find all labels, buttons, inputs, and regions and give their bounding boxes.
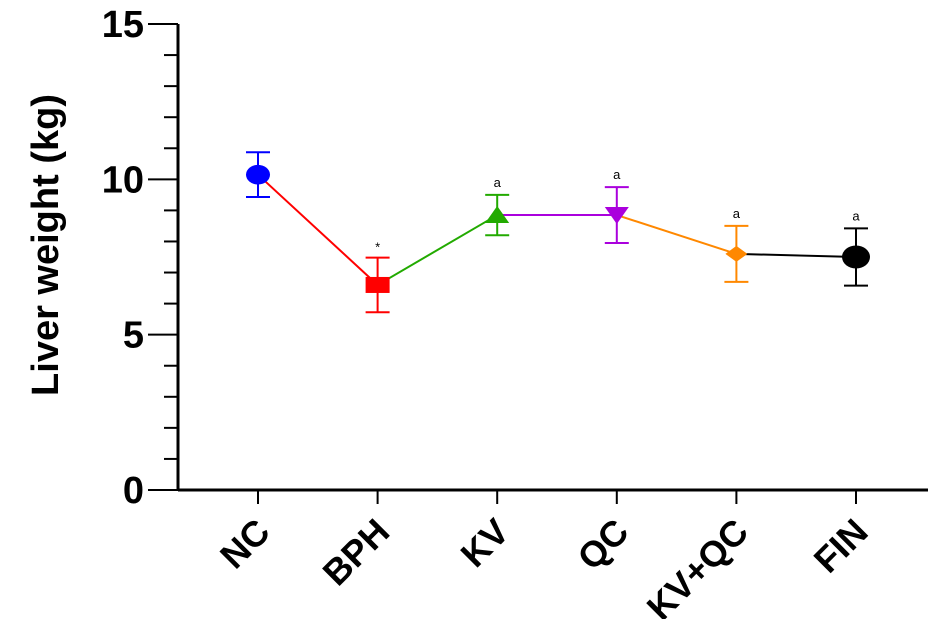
series-segment	[736, 252, 857, 258]
x-tick-label: KV	[452, 511, 516, 575]
x-tick-label: QC	[569, 511, 636, 578]
y-tick-label: 15	[102, 4, 144, 46]
significance-label: a	[852, 208, 860, 223]
y-axis: 0 5 10 15	[102, 4, 180, 512]
y-tick-label: 5	[123, 315, 144, 357]
significance-label: a	[494, 175, 502, 190]
significance-label: a	[733, 206, 741, 221]
significance-label: *	[375, 240, 380, 255]
data-point	[365, 276, 390, 293]
data-point	[485, 206, 510, 224]
significance-label: a	[613, 167, 621, 182]
x-tick-label: FIN	[806, 511, 876, 581]
x-tick-label: KV+QC	[639, 511, 756, 619]
error-bars	[246, 151, 868, 314]
data-point	[725, 245, 748, 262]
x-axis: NC BPH KV QC KV+QC FIN	[178, 488, 928, 619]
y-tick-label: 10	[102, 159, 144, 201]
data-point	[842, 245, 870, 269]
significance-labels: * a a a a	[375, 167, 860, 255]
x-tick-label: NC	[212, 511, 278, 577]
data-point	[604, 207, 629, 225]
y-tick-label: 0	[123, 470, 144, 512]
series-segment	[257, 173, 379, 286]
data-point	[246, 164, 270, 185]
y-axis-label: Liver weight (kg)	[25, 94, 67, 396]
data-markers	[246, 164, 870, 293]
series-segment	[616, 214, 737, 255]
series-lines	[257, 173, 857, 286]
series-segment	[377, 214, 498, 286]
x-tick-label: BPH	[315, 511, 398, 594]
